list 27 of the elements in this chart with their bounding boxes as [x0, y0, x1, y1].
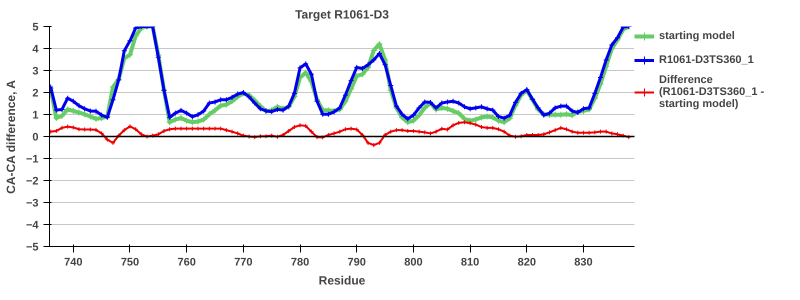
y-tick-label: 3: [32, 66, 39, 78]
y-tick-label: 4: [32, 44, 40, 56]
chart-title: Target R1061-D3: [295, 8, 390, 22]
legend-label: R1061-D3TS360_1: [659, 54, 754, 66]
x-tick-label: 740: [64, 256, 82, 268]
y-tick-label: −5: [26, 242, 39, 254]
x-tick-label: 820: [518, 256, 536, 268]
x-tick-label: 780: [290, 256, 310, 268]
y-tick-label: 0: [32, 132, 39, 144]
y-axis-title: CA-CA difference, A: [4, 80, 18, 194]
legend-label: starting model: [659, 30, 735, 42]
y-tick-label: 1: [32, 110, 39, 122]
legend-label: Difference (R1061-D3TS360_1 - starting model): [659, 74, 764, 110]
x-tick-label: 750: [120, 256, 140, 268]
y-tick-label: −1: [26, 154, 39, 166]
y-tick-label: 5: [32, 22, 39, 34]
y-tick-label: −3: [26, 198, 39, 210]
x-tick-label: 770: [234, 256, 253, 268]
y-tick-label: −2: [26, 176, 39, 188]
x-tick-label: 760: [178, 256, 196, 268]
y-tick-label: 2: [32, 88, 39, 100]
x-tick-label: 810: [460, 256, 480, 268]
x-axis-title: Residue: [318, 274, 366, 288]
x-tick-label: 800: [404, 256, 423, 268]
y-tick-label: −4: [26, 220, 40, 232]
x-tick-label: 830: [574, 256, 593, 268]
x-tick-label: 790: [348, 256, 366, 268]
